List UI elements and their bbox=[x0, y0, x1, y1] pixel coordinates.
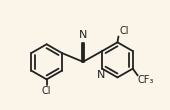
Text: N: N bbox=[79, 30, 87, 40]
Text: Cl: Cl bbox=[120, 26, 129, 36]
Text: Cl: Cl bbox=[42, 86, 51, 96]
Text: CF₃: CF₃ bbox=[138, 75, 154, 85]
Text: N: N bbox=[97, 70, 105, 80]
